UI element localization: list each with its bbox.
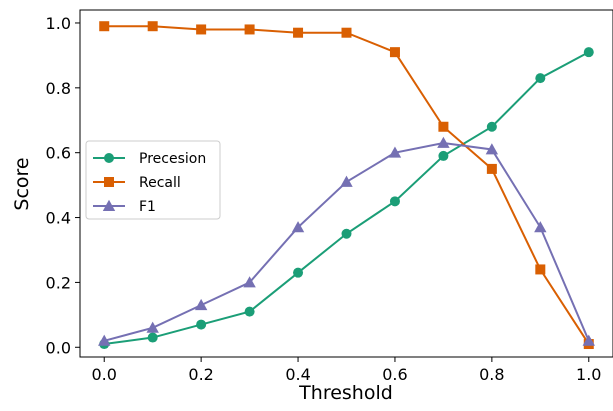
- data-point-f1: [582, 334, 595, 346]
- data-point-recall: [244, 24, 255, 35]
- data-point-recall: [535, 264, 546, 275]
- data-point-precesion: [535, 73, 546, 84]
- data-point-precesion: [341, 228, 352, 239]
- legend-swatch-marker: [104, 177, 114, 187]
- data-point-recall: [99, 21, 110, 32]
- data-point-recall: [147, 21, 158, 32]
- data-point-f1: [98, 334, 111, 346]
- data-point-recall: [389, 47, 400, 58]
- x-axis-title: Threshold: [298, 382, 393, 404]
- y-tick-label: 0.6: [46, 144, 71, 163]
- legend-label: F1: [139, 199, 156, 215]
- series-f1: [98, 136, 595, 346]
- x-axis: 0.0 0.2 0.4 0.6 0.8 1.0: [92, 357, 601, 384]
- data-point-precesion: [244, 306, 255, 317]
- x-tick-label: 0.6: [382, 365, 407, 384]
- data-point-f1: [485, 143, 499, 155]
- data-point-f1: [340, 175, 353, 187]
- data-point-precesion: [389, 196, 400, 207]
- legend-label: Precesion: [139, 151, 206, 167]
- data-point-f1: [146, 321, 159, 333]
- x-tick-label: 0.2: [188, 365, 213, 384]
- y-tick-label: 0.2: [46, 273, 71, 292]
- legend-swatch-marker: [104, 153, 114, 163]
- x-tick-label: 0.4: [285, 365, 310, 384]
- x-tick-label: 0.8: [479, 365, 504, 384]
- x-tick-label: 1.0: [576, 365, 601, 384]
- x-tick-label: 0.0: [92, 365, 117, 384]
- data-point-precesion: [147, 332, 158, 343]
- data-point-f1: [194, 298, 208, 311]
- legend-swatch-marker: [102, 199, 116, 211]
- y-axis-title: Score: [11, 157, 33, 210]
- data-point-precesion: [438, 150, 449, 161]
- data-point-precesion: [486, 121, 497, 132]
- legend: Precesion Recall F1: [85, 140, 221, 220]
- plot-frame: [79, 9, 613, 358]
- data-point-recall: [293, 27, 304, 38]
- legend-frame: [85, 140, 221, 220]
- series-layer: [98, 21, 595, 350]
- legend-item-recall: Recall: [93, 175, 181, 191]
- data-point-recall: [341, 27, 352, 38]
- data-point-f1: [437, 136, 450, 148]
- y-tick-label: 1.0: [46, 14, 71, 33]
- data-point-f1: [534, 221, 547, 233]
- data-point-recall: [196, 24, 207, 35]
- data-point-f1: [388, 146, 402, 158]
- legend-label: Recall: [139, 175, 181, 191]
- y-tick-label: 0.8: [46, 79, 71, 98]
- data-point-precesion: [196, 319, 207, 330]
- data-point-precesion: [293, 267, 304, 278]
- data-point-recall: [486, 163, 497, 174]
- y-tick-label: 0.4: [46, 209, 71, 228]
- data-point-recall: [438, 121, 449, 132]
- legend-item-precesion: Precesion: [93, 151, 206, 167]
- y-tick-label: 0.0: [46, 338, 71, 357]
- legend-item-f1: F1: [93, 199, 156, 215]
- data-point-f1: [291, 221, 305, 233]
- data-point-f1: [243, 276, 256, 288]
- data-point-precesion: [583, 47, 594, 58]
- y-axis: 0.0 0.2 0.4 0.6 0.8 1.0: [46, 14, 80, 357]
